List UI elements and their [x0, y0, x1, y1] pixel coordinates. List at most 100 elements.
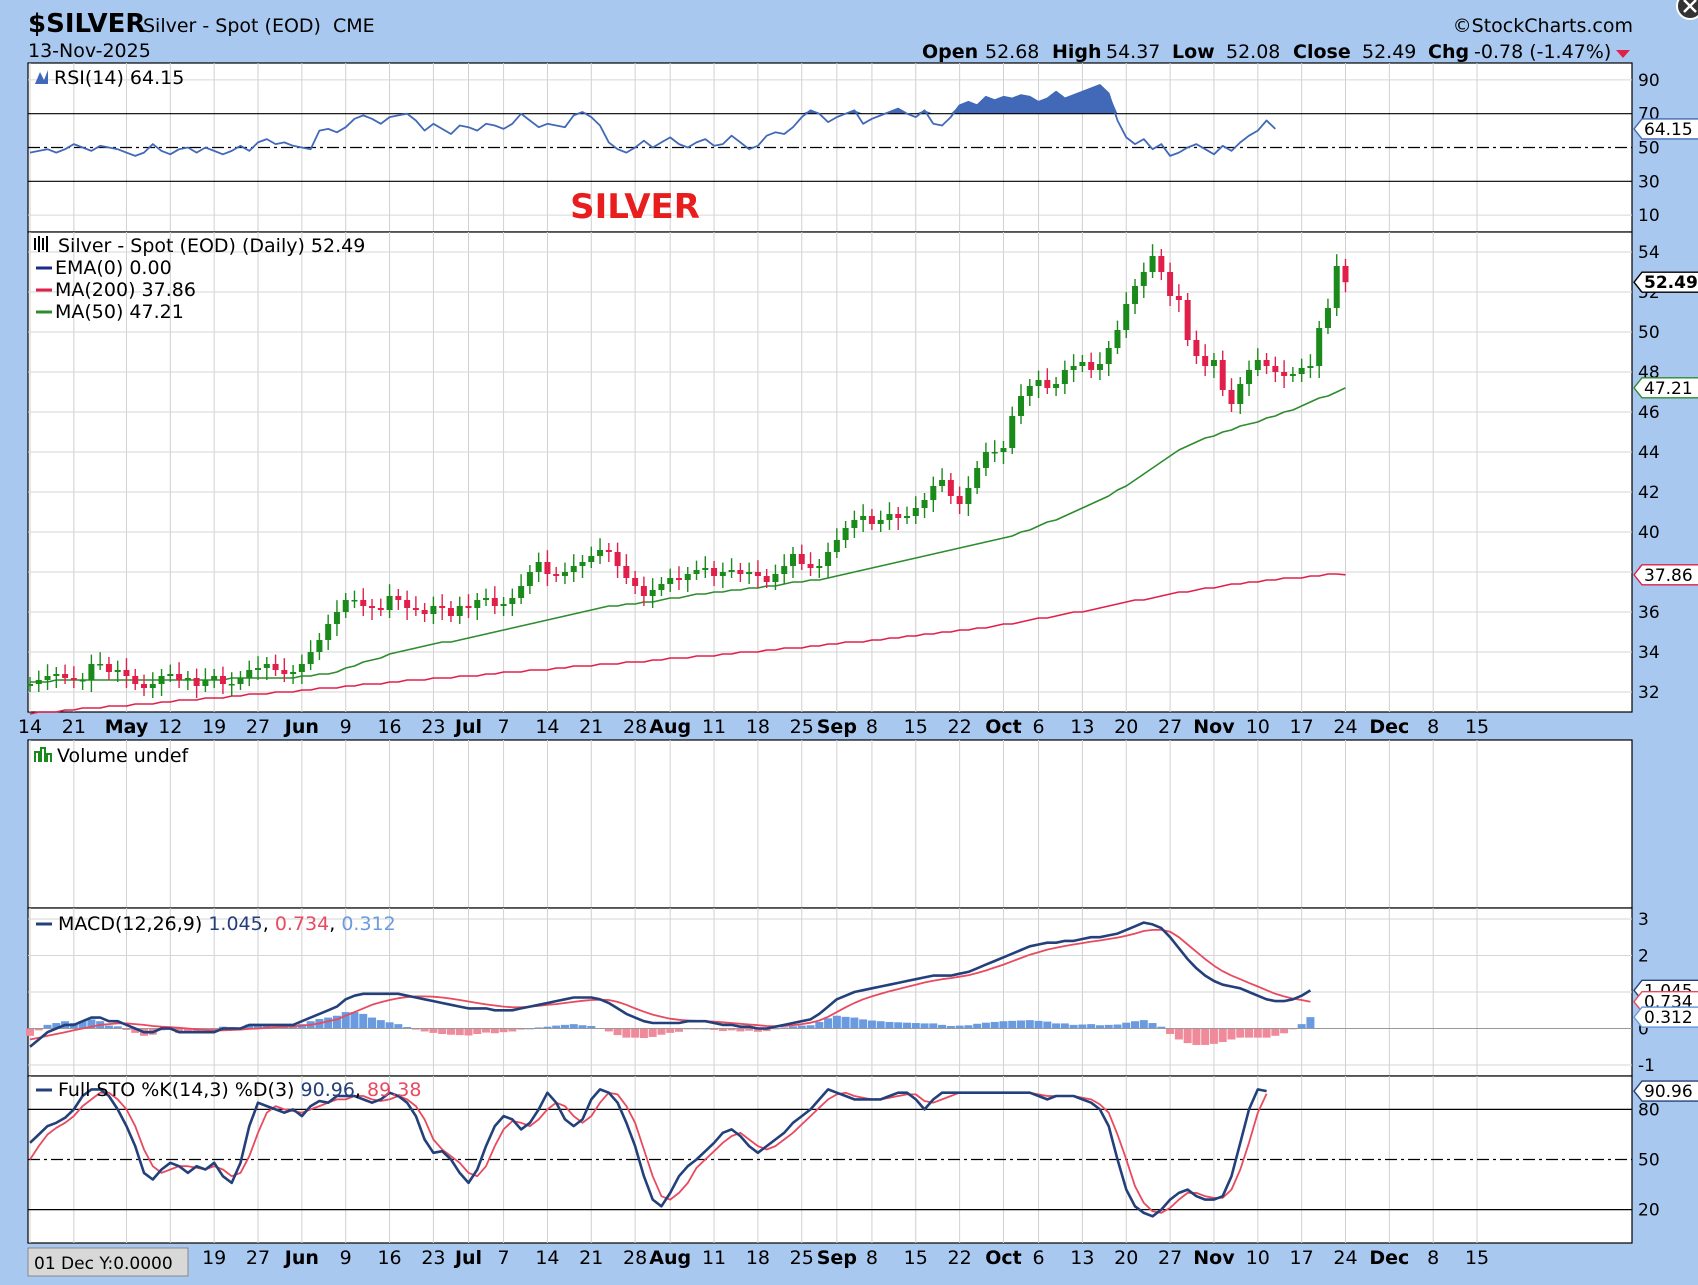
watermark-title: SILVER [570, 187, 700, 227]
candle-body [509, 598, 516, 604]
x-tick-label: May [105, 716, 149, 738]
x-tick-label: 28 [623, 716, 647, 738]
candle-body [123, 670, 130, 676]
candle-body [561, 572, 568, 576]
macd-histogram-bar [122, 1028, 131, 1030]
macd-histogram-bar [1253, 1028, 1262, 1038]
volume-panel-bg [27, 739, 1633, 909]
macd-histogram-bar [867, 1020, 876, 1029]
candle-body [570, 566, 577, 572]
volume-panel: Volume undef [27, 739, 1633, 909]
macd-histogram-bar [850, 1017, 859, 1029]
candle-body [1053, 384, 1060, 388]
candle-body [772, 574, 779, 582]
x-tick-label: 6 [1033, 716, 1045, 738]
candle-body [1281, 372, 1288, 376]
macd-histogram-bar [797, 1025, 806, 1029]
x-tick-label: 24 [1333, 716, 1357, 738]
candle-body [430, 606, 437, 614]
macd-histogram-bar [1104, 1024, 1113, 1029]
macd-histogram-bar [543, 1026, 552, 1029]
candle-body [623, 566, 630, 578]
candle-body [579, 562, 586, 566]
macd-histogram-bar [403, 1027, 412, 1029]
macd-histogram-bar [350, 1012, 359, 1029]
macd-histogram-bar [1052, 1023, 1061, 1029]
x-tick-label: 25 [790, 1247, 814, 1269]
candle-body [737, 570, 744, 574]
brand: ©StockCharts.com [1453, 15, 1633, 37]
macd-histogram-bar [560, 1024, 569, 1029]
candle-body [544, 562, 551, 574]
macd-histogram-bar [1139, 1020, 1148, 1029]
macd-histogram-bar [552, 1025, 561, 1029]
candle-body [1202, 356, 1209, 366]
candle-body [325, 624, 332, 640]
macd-histogram-bar [841, 1016, 850, 1029]
high-value: 54.37 [1106, 41, 1160, 63]
macd-histogram-bar [648, 1028, 657, 1037]
candle-body [27, 684, 33, 686]
x-tick-label: 15 [904, 1247, 928, 1269]
macd-histogram-bar [1069, 1024, 1078, 1029]
x-tick-label: 8 [866, 1247, 878, 1269]
candle-body [1035, 380, 1042, 386]
macd-y-tick: -1 [1638, 1056, 1655, 1076]
candle-body [1009, 416, 1016, 448]
status-text: 01 Dec Y:0.0000 [34, 1254, 173, 1274]
x-tick-label: 28 [623, 1247, 647, 1269]
candle-body [842, 528, 849, 540]
macd-histogram-bar [955, 1025, 964, 1029]
sto-legend: Full STO %K(14,3) %D(3) 90.96, 89.38 [58, 1079, 421, 1101]
candle-body [939, 480, 946, 486]
x-tick-label: Jul [453, 716, 482, 738]
x-tick-label: 14 [18, 716, 42, 738]
macd-histogram-bar [1174, 1028, 1183, 1040]
macd-histogram-bar [43, 1024, 52, 1029]
volume-legend: Volume undef [57, 745, 190, 767]
candle-body [474, 600, 481, 608]
macd-histogram-bar [341, 1012, 350, 1029]
close-icon[interactable] [1676, 0, 1698, 20]
candle-body [377, 608, 384, 610]
candle-body [675, 578, 682, 580]
x-tick-label: 10 [1246, 716, 1270, 738]
macd-histogram-bar [587, 1025, 596, 1029]
macd-histogram-bar [1148, 1023, 1157, 1029]
candle-body [35, 680, 42, 684]
candle-body [307, 652, 314, 664]
candle-body [947, 480, 954, 496]
ma50-current-tag: 47.21 [1644, 379, 1693, 399]
macd-histogram-bar [464, 1028, 473, 1036]
candle-body [412, 608, 419, 610]
x-tick-label: 27 [246, 716, 270, 738]
x-tick-label: 21 [62, 716, 86, 738]
high-label: High [1052, 41, 1102, 63]
candle-body [447, 608, 454, 616]
macd-histogram-bar [1060, 1023, 1069, 1029]
macd-histogram-bar [324, 1017, 333, 1029]
macd-histogram-bar [973, 1023, 982, 1029]
candle-body [649, 590, 656, 596]
candle-body [816, 566, 823, 568]
x-tick-label: 15 [904, 716, 928, 738]
macd-histogram-bar [289, 1027, 298, 1029]
candle-body [1307, 366, 1314, 368]
macd-histogram-bar [920, 1023, 929, 1029]
x-tick-label: 16 [377, 716, 401, 738]
macd-histogram-bar [420, 1028, 429, 1032]
macd-histogram-bar [1122, 1022, 1131, 1029]
macd-histogram-bar [788, 1026, 797, 1029]
price-y-tick: 54 [1638, 243, 1660, 263]
exchange: CME [333, 15, 375, 37]
price-current-tag-box [1633, 271, 1698, 293]
macd-histogram-bar [718, 1028, 727, 1032]
stochastic-panel: 80 50 20 90.96 Full STO %K(14,3) %D(3) 90.96… [27, 1075, 1698, 1244]
candle-body [930, 486, 937, 500]
candle-body [781, 566, 788, 574]
candle-body [44, 676, 51, 680]
macd-histogram-bar [332, 1015, 341, 1029]
candle-body [333, 612, 340, 624]
